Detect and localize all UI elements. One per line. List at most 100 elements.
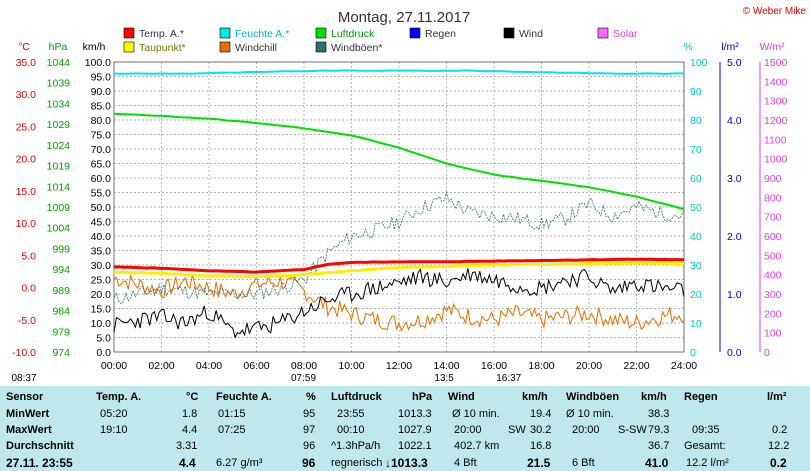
x-tick-label: 00:00 xyxy=(101,360,127,372)
pressure-tick-label: 1029 xyxy=(47,119,71,131)
wind-tick-label: 10.0 xyxy=(91,318,112,330)
min-feu-value: 95 xyxy=(303,408,316,420)
humidity-tick-label: 40 xyxy=(690,231,702,243)
humidity-axis-unit: % xyxy=(683,41,692,53)
solar-tick-label: 800 xyxy=(764,192,782,204)
cur-feu-abs: 6.27 g/m³ xyxy=(216,457,263,469)
legend-label: Wind xyxy=(519,28,543,40)
temp-tick-label: 15.0 xyxy=(16,186,37,198)
pressure-tick-label: 999 xyxy=(52,243,70,255)
x-tick-label: 08:00 xyxy=(291,360,317,372)
wind-tick-label: 65.0 xyxy=(91,159,112,171)
pressure-tick-label: 974 xyxy=(52,347,70,359)
legend-label: Regen xyxy=(425,28,456,40)
rain-tick-label: 0.0 xyxy=(727,347,742,359)
temp-tick-label: 0.0 xyxy=(21,283,36,295)
max-wind-time: 20:00 xyxy=(454,424,482,436)
max-temp-time: 19:10 xyxy=(100,424,128,436)
hdr-regen-unit: l/m² xyxy=(767,391,787,403)
legend-swatch xyxy=(123,41,135,53)
rain-tick-label: 3.0 xyxy=(727,173,742,185)
wind-tick-label: 75.0 xyxy=(91,130,112,142)
x-tick-label: 20:00 xyxy=(576,360,602,372)
min-wind-value: 19.4 xyxy=(530,408,552,420)
rain-tick-label: 4.0 xyxy=(727,115,742,127)
hdr-luft-unit: hPa xyxy=(412,391,433,403)
min-temp-time: 05:20 xyxy=(100,408,128,420)
hdr-wind-unit: km/h xyxy=(522,391,548,403)
chart-title: Montag, 27.11.2017 xyxy=(338,9,470,26)
solar-tick-label: 1000 xyxy=(764,154,788,166)
wind-tick-label: 90.0 xyxy=(91,86,112,98)
wind-tick-label: 45.0 xyxy=(91,217,112,229)
max-wind-value: 30.2 xyxy=(530,424,552,436)
wind-tick-label: 35.0 xyxy=(91,246,112,258)
min-temp-value: 1.8 xyxy=(182,408,198,420)
legend-swatch xyxy=(315,27,327,39)
rain-tick-label: 5.0 xyxy=(727,57,742,69)
min-wind-label: Ø 10 min. xyxy=(452,408,500,420)
rain-tick-label: 2.0 xyxy=(727,231,742,243)
wind-tick-label: 60.0 xyxy=(91,173,112,185)
legend-swatch xyxy=(503,27,515,39)
temp-tick-label: 25.0 xyxy=(16,121,37,133)
wind-tick-label: 85.0 xyxy=(91,101,112,113)
humidity-tick-label: 80 xyxy=(690,115,702,127)
humidity-tick-label: 0 xyxy=(690,347,696,359)
solar-tick-label: 400 xyxy=(764,270,782,282)
cur-luft-forecast: regnerisch xyxy=(331,457,383,469)
series-windboeen xyxy=(113,191,685,305)
hdr-temp-unit: °C xyxy=(186,391,199,403)
wind-tick-label: 15.0 xyxy=(91,304,112,316)
solar-tick-label: 500 xyxy=(764,250,782,262)
row-min-label: MinWert xyxy=(6,408,50,420)
x-tick-label: 24:00 xyxy=(671,360,697,372)
solar-tick-label: 1100 xyxy=(764,134,787,146)
max-feu-time: 07:25 xyxy=(218,424,246,436)
max-luft-value: 1027.9 xyxy=(398,424,432,436)
event-label: 08:37 xyxy=(11,373,36,384)
hdr-temp: Temp. A. xyxy=(96,391,142,403)
cur-wind-value: 21.5 xyxy=(527,456,551,470)
hdr-wind: Wind xyxy=(448,391,475,403)
wind-axis-unit: km/h xyxy=(83,41,106,53)
max-reg-time: 09:35 xyxy=(692,424,720,436)
wind-tick-label: 0.0 xyxy=(96,347,111,359)
legend-swatch xyxy=(219,27,231,39)
solar-tick-label: 1200 xyxy=(764,115,788,127)
x-tick-label: 22:00 xyxy=(623,360,649,372)
pressure-tick-label: 1044 xyxy=(47,57,71,69)
hdr-regen: Regen xyxy=(684,391,718,403)
humidity-tick-label: 60 xyxy=(690,173,702,185)
hdr-feuchte-unit: % xyxy=(306,391,316,403)
temp-tick-label: 20.0 xyxy=(16,154,37,166)
pressure-tick-label: 1024 xyxy=(47,140,71,152)
legend-label: Taupunkt* xyxy=(139,42,186,54)
pressure-tick-label: 1019 xyxy=(47,161,71,173)
cur-boe-bft: 6 Bft xyxy=(572,457,595,469)
wind-tick-label: 30.0 xyxy=(91,260,112,272)
wind-tick-label: 25.0 xyxy=(91,275,112,287)
temp-axis-unit: °C xyxy=(18,41,30,53)
series-wind xyxy=(113,268,685,339)
plot-area xyxy=(113,69,685,339)
legend-swatch xyxy=(409,27,421,39)
pressure-tick-label: 1014 xyxy=(47,181,71,193)
pressure-tick-label: 1004 xyxy=(47,223,71,235)
x-tick-label: 10:00 xyxy=(338,360,364,372)
solar-tick-label: 300 xyxy=(764,289,782,301)
weather-chart: Montag, 27.11.2017 © Weber Mike Temp. A.… xyxy=(11,6,806,384)
temp-tick-label: 30.0 xyxy=(16,89,37,101)
humidity-tick-label: 30 xyxy=(690,260,702,272)
avg-luft-trend: ^1.3hPa/h xyxy=(331,440,381,452)
humidity-tick-label: 50 xyxy=(690,202,702,214)
row-avg-label: Durchschnitt xyxy=(6,440,74,452)
x-tick-label: 12:00 xyxy=(386,360,412,372)
solar-tick-label: 900 xyxy=(764,173,782,185)
axes: 00:00 02:00 04:00 06:00 08:00 10:00 12:00 14:00… xyxy=(11,41,787,384)
cur-wind-bft: 4 Bft xyxy=(454,457,477,469)
wind-tick-label: 70.0 xyxy=(91,144,112,156)
series-luftdruck xyxy=(113,112,685,211)
series-temp xyxy=(113,257,685,274)
cur-feu-value: 96 xyxy=(302,456,316,470)
